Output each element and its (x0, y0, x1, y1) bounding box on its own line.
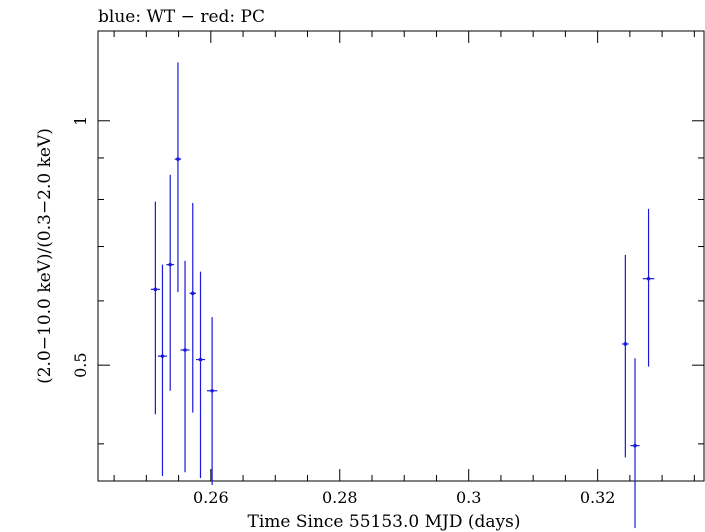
data-points (150, 62, 655, 529)
point-marker (633, 443, 637, 448)
y-tick-label: 0.5 (71, 352, 90, 377)
point-marker (210, 388, 214, 393)
y-tick-label: 1 (71, 116, 90, 126)
data-point (180, 260, 190, 473)
point-marker (198, 357, 203, 362)
data-point (206, 317, 218, 485)
data-point (630, 358, 640, 529)
data-point (642, 208, 655, 367)
point-marker (176, 157, 180, 161)
chart-title: blue: WT − red: PC (98, 7, 265, 27)
y-axis-label: (2.0−10.0 keV)/(0.3−2.0 keV) (35, 128, 55, 384)
x-tick-label: 0.26 (193, 488, 229, 507)
x-tick-label: 0.32 (580, 488, 616, 507)
x-tick-label: 0.28 (322, 488, 358, 507)
data-point (174, 62, 182, 293)
data-point (150, 201, 160, 415)
point-marker (623, 342, 628, 346)
point-marker (183, 348, 187, 352)
plot-frame (97, 30, 705, 482)
data-point (195, 271, 206, 479)
x-axis-label: Time Since 55153.0 MJD (days) (248, 512, 521, 532)
data-point (189, 203, 196, 413)
point-marker (168, 262, 173, 267)
axis-ticks: 0.26 0.28 0.3 0.32 0.5 1 (71, 31, 704, 507)
data-point (157, 264, 167, 477)
point-marker (190, 291, 195, 296)
data-point (622, 254, 629, 458)
data-point (166, 174, 175, 391)
x-tick-label: 0.3 (456, 488, 481, 507)
point-marker (153, 287, 158, 292)
point-marker (646, 276, 651, 281)
point-marker (160, 354, 165, 358)
